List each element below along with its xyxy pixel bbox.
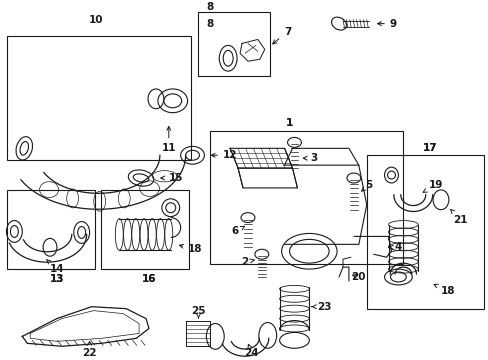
Text: 24: 24: [244, 344, 259, 358]
Text: 12: 12: [211, 150, 237, 160]
Text: 16: 16: [142, 274, 156, 284]
Text: 22: 22: [82, 341, 97, 358]
Text: 16: 16: [142, 274, 156, 284]
Text: 8: 8: [206, 2, 214, 12]
Bar: [102, 190, 188, 269]
Text: 13: 13: [50, 274, 64, 284]
Ellipse shape: [254, 249, 268, 259]
Bar: [7, 36, 190, 160]
Text: 2: 2: [241, 257, 254, 267]
Text: 19: 19: [422, 180, 442, 192]
Text: 9: 9: [377, 19, 396, 28]
Text: 18: 18: [179, 244, 203, 254]
Text: 6: 6: [231, 226, 244, 237]
Text: 21: 21: [449, 210, 467, 225]
Bar: [198, 12, 269, 76]
Text: 14: 14: [46, 259, 64, 274]
Text: 11: 11: [161, 126, 176, 153]
Text: 18: 18: [433, 284, 454, 296]
Text: 8: 8: [206, 19, 214, 28]
Bar: [210, 131, 403, 264]
Text: 17: 17: [422, 143, 436, 153]
Polygon shape: [230, 148, 292, 168]
Ellipse shape: [346, 173, 360, 183]
Text: 23: 23: [311, 302, 331, 312]
Text: 1: 1: [285, 118, 293, 127]
Text: 20: 20: [351, 272, 366, 282]
Text: 4: 4: [388, 242, 401, 252]
Polygon shape: [238, 168, 297, 188]
Text: 10: 10: [89, 15, 103, 24]
Text: 25: 25: [191, 306, 205, 319]
Text: 13: 13: [50, 274, 64, 284]
Text: 15: 15: [161, 173, 183, 183]
Text: 5: 5: [361, 180, 371, 191]
Bar: [7, 190, 94, 269]
Ellipse shape: [241, 213, 254, 222]
Bar: [366, 155, 483, 309]
Text: 1: 1: [285, 118, 293, 127]
Text: 7: 7: [272, 27, 291, 44]
Text: 3: 3: [303, 153, 317, 163]
Ellipse shape: [287, 138, 301, 147]
Text: 17: 17: [422, 143, 436, 153]
